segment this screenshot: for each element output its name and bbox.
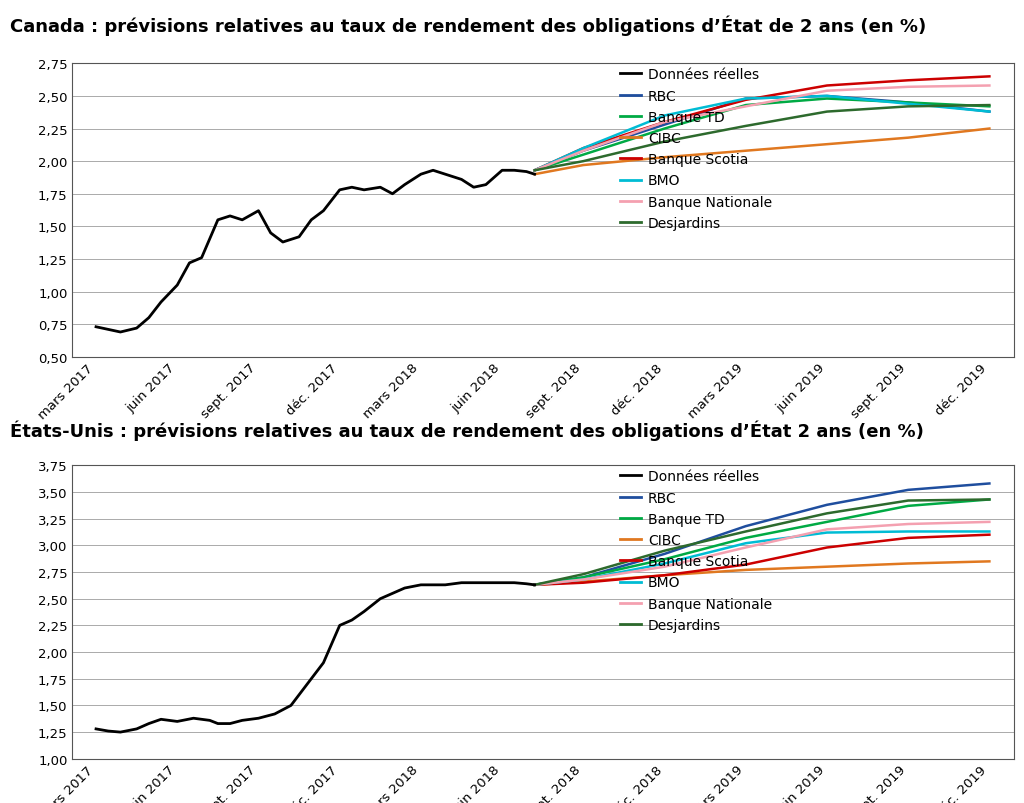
Legend: Données réelles, RBC, Banque TD, CIBC, Banque Scotia, BMO, Banque Nationale, Des: Données réelles, RBC, Banque TD, CIBC, B… [621, 470, 772, 632]
Text: Canada : prévisions relatives au taux de rendement des obligations d’État de 2 a: Canada : prévisions relatives au taux de… [10, 16, 927, 36]
Legend: Données réelles, RBC, Banque TD, CIBC, Banque Scotia, BMO, Banque Nationale, Des: Données réelles, RBC, Banque TD, CIBC, B… [621, 68, 772, 230]
Text: États-Unis : prévisions relatives au taux de rendement des obligations d’État 2 : États-Unis : prévisions relatives au tau… [10, 420, 924, 440]
